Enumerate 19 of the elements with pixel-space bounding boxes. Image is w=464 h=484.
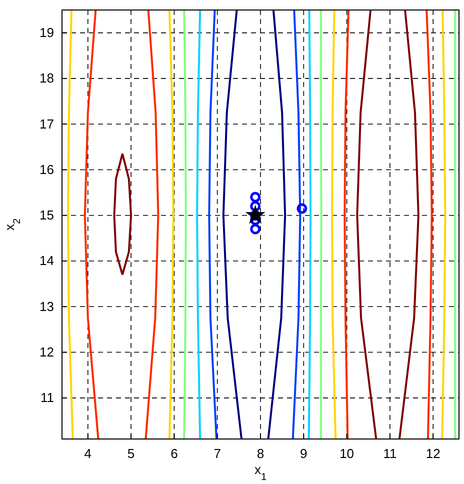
y-tick-label: 18 — [40, 70, 54, 86]
x-tick-label: 4 — [84, 446, 92, 462]
x-axis-title: x$_{1}$ — [254, 462, 267, 482]
x-tick-label: 8 — [256, 446, 264, 462]
x-tick-label: 7 — [214, 446, 221, 462]
x-tick-label: 10 — [340, 446, 354, 462]
y-tick-label: 13 — [40, 298, 54, 314]
x-tick-label: 6 — [170, 446, 178, 462]
y-tick-label: 16 — [40, 162, 54, 177]
y-tick-label: 19 — [40, 24, 54, 40]
x-tick-label: 5 — [127, 446, 135, 462]
y-tick-label: 14 — [40, 253, 54, 268]
x-tick-label: 12 — [426, 446, 440, 462]
y-tick-label: 12 — [40, 344, 54, 360]
y-tick-label: 17 — [40, 116, 54, 132]
y-tick-label: 11 — [40, 390, 54, 406]
x-tick-label: 9 — [300, 446, 308, 462]
x-tick-label: 11 — [383, 446, 397, 462]
y-tick-label: 15 — [40, 208, 54, 223]
